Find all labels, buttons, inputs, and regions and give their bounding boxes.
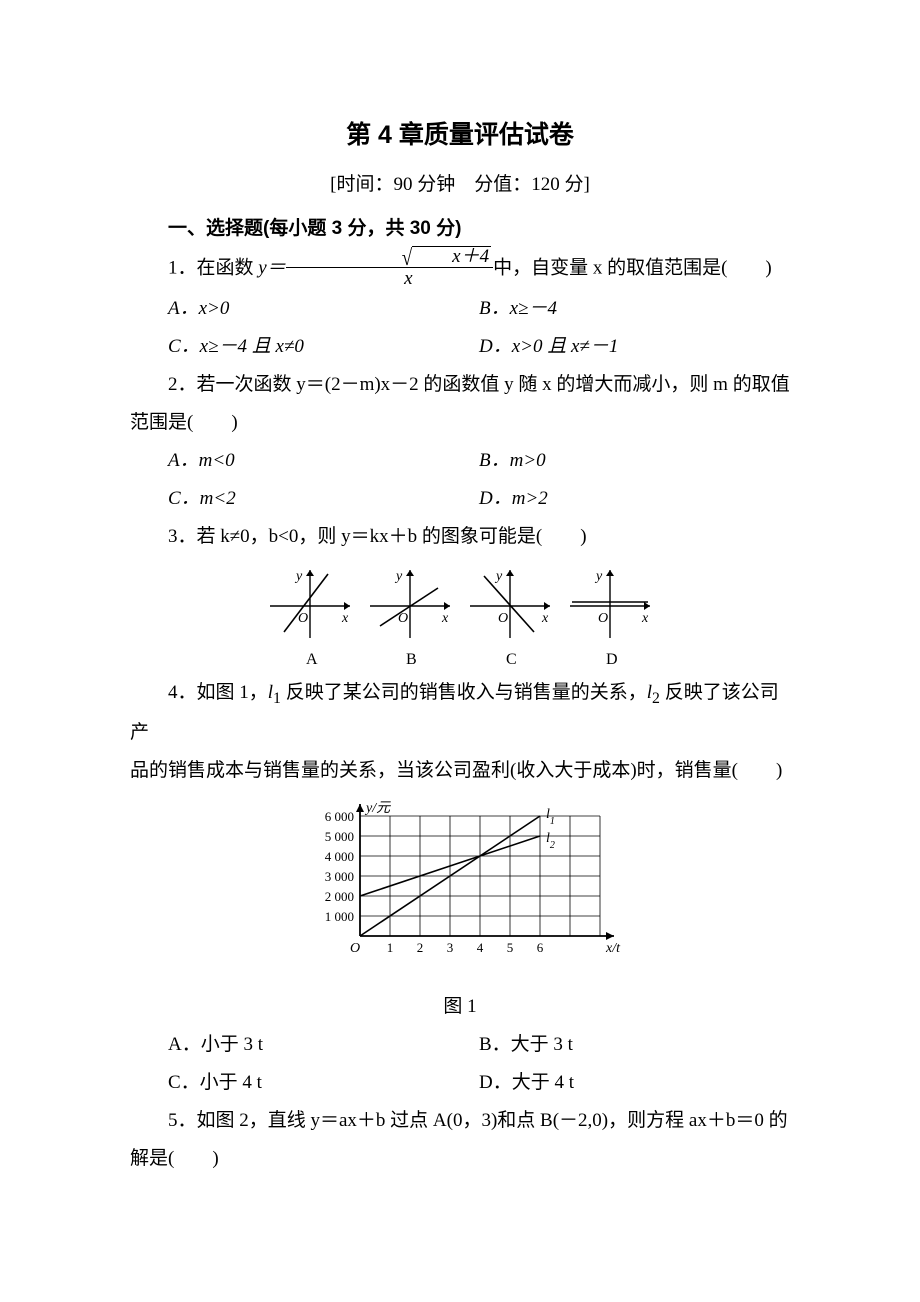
svg-text:x: x [341, 611, 349, 626]
q4-stem-line1: 4．如图 1，l1 反映了某公司的销售收入与销售量的关系，l2 反映了该公司产 [130, 674, 790, 752]
svg-text:B: B [406, 651, 417, 668]
section-1-heading: 一、选择题(每小题 3 分，共 30 分) [130, 210, 790, 248]
q2-option-a[interactable]: A．m<0 [168, 442, 479, 480]
svg-text:l1: l1 [546, 807, 555, 827]
svg-text:C: C [506, 651, 517, 668]
q1-fraction: √x＋4 x [286, 246, 493, 288]
q4-caption: 图 1 [130, 988, 790, 1026]
q1-stem: 1．在函数 y＝ √x＋4 x 中，自变量 x 的取值范围是( ) [130, 248, 790, 290]
q3-figure: Ox y A Ox y B Ox y C Ox y D [130, 562, 790, 672]
q4-option-c[interactable]: C．小于 4 t [168, 1064, 479, 1102]
q3-stem: 3．若 k≠0，b<0，则 y＝kx＋b 的图象可能是( ) [130, 518, 790, 556]
q4-option-a[interactable]: A．小于 3 t [168, 1026, 479, 1064]
q1-yeq: y＝ [258, 257, 285, 278]
q2-option-c[interactable]: C．m<2 [168, 480, 479, 518]
svg-text:O: O [598, 611, 608, 626]
q4-s1b: 反映了某公司的销售收入与销售量的关系， [281, 682, 647, 703]
page-title: 第 4 章质量评估试卷 [130, 110, 790, 160]
svg-text:5 000: 5 000 [325, 829, 354, 844]
q4-option-b[interactable]: B．大于 3 t [479, 1026, 790, 1064]
svg-text:1 000: 1 000 [325, 909, 354, 924]
svg-text:x/t: x/t [605, 941, 621, 956]
svg-text:2 000: 2 000 [325, 889, 354, 904]
q1-stem-post: 中，自变量 x 的取值范围是( ) [493, 257, 772, 278]
q1-options: A．x>0 B．x≥－4 C．x≥－4 且 x≠0 D．x>0 且 x≠－1 [130, 290, 790, 366]
svg-text:4: 4 [477, 940, 484, 955]
q2-option-b[interactable]: B．m>0 [479, 442, 790, 480]
q4-l1-sub: 1 [273, 690, 281, 707]
svg-text:x: x [641, 611, 649, 626]
svg-text:D: D [606, 651, 618, 668]
q4-options: A．小于 3 t B．大于 3 t C．小于 4 t D．大于 4 t [130, 1026, 790, 1102]
q1-option-b[interactable]: B．x≥－4 [479, 290, 790, 328]
q4-figure: 1 000 2 000 3 000 4 000 5 000 6 000 1 2 3 4 5 6 Ox/t… [130, 796, 790, 986]
svg-text:y/元: y/元 [364, 801, 391, 816]
q1-denominator: x [286, 268, 493, 288]
q4-chart: 1 000 2 000 3 000 4 000 5 000 6 000 1 2 3 4 5 6 Ox/t… [290, 796, 630, 986]
svg-text:y: y [494, 569, 503, 584]
svg-text:x: x [441, 611, 449, 626]
svg-text:5: 5 [507, 940, 514, 955]
svg-text:6 000: 6 000 [325, 809, 354, 824]
q4-l2-sub: 2 [652, 690, 660, 707]
svg-text:6: 6 [537, 940, 544, 955]
q1-option-c[interactable]: C．x≥－4 且 x≠0 [168, 328, 479, 366]
svg-text:A: A [306, 651, 318, 668]
svg-text:O: O [350, 941, 360, 956]
q5-stem-line1: 5．如图 2，直线 y＝ax＋b 过点 A(0，3)和点 B(－2,0)，则方程… [130, 1102, 790, 1140]
page-subtitle: [时间：90 分钟 分值：120 分] [130, 166, 790, 204]
svg-text:4 000: 4 000 [325, 849, 354, 864]
q4-s1a: 4．如图 1， [168, 682, 268, 703]
svg-text:2: 2 [417, 940, 424, 955]
svg-text:O: O [498, 611, 508, 626]
q3-graph-panels: Ox y A Ox y B Ox y C Ox y D [260, 562, 660, 672]
q1-option-a[interactable]: A．x>0 [168, 290, 479, 328]
svg-text:y: y [294, 569, 303, 584]
svg-text:y: y [394, 569, 403, 584]
svg-text:O: O [298, 611, 308, 626]
svg-text:x: x [541, 611, 549, 626]
q2-stem-line1: 2．若一次函数 y＝(2－m)x－2 的函数值 y 随 x 的增大而减小，则 m… [130, 366, 790, 404]
svg-text:y: y [594, 569, 603, 584]
q4-option-d[interactable]: D．大于 4 t [479, 1064, 790, 1102]
q1-radicand: x＋4 [412, 246, 491, 266]
q4-stem-line2: 品的销售成本与销售量的关系，当该公司盈利(收入大于成本)时，销售量( ) [130, 752, 790, 790]
svg-text:3: 3 [447, 940, 454, 955]
svg-text:l2: l2 [546, 831, 555, 851]
svg-text:1: 1 [387, 940, 394, 955]
q1-stem-pre: 1．在函数 [168, 257, 258, 278]
q2-stem-line2: 范围是( ) [130, 404, 790, 442]
q1-option-d[interactable]: D．x>0 且 x≠－1 [479, 328, 790, 366]
q2-options: A．m<0 B．m>0 C．m<2 D．m>2 [130, 442, 790, 518]
q5-stem-line2: 解是( ) [130, 1140, 790, 1178]
svg-text:O: O [398, 611, 408, 626]
svg-text:3 000: 3 000 [325, 869, 354, 884]
q2-option-d[interactable]: D．m>2 [479, 480, 790, 518]
